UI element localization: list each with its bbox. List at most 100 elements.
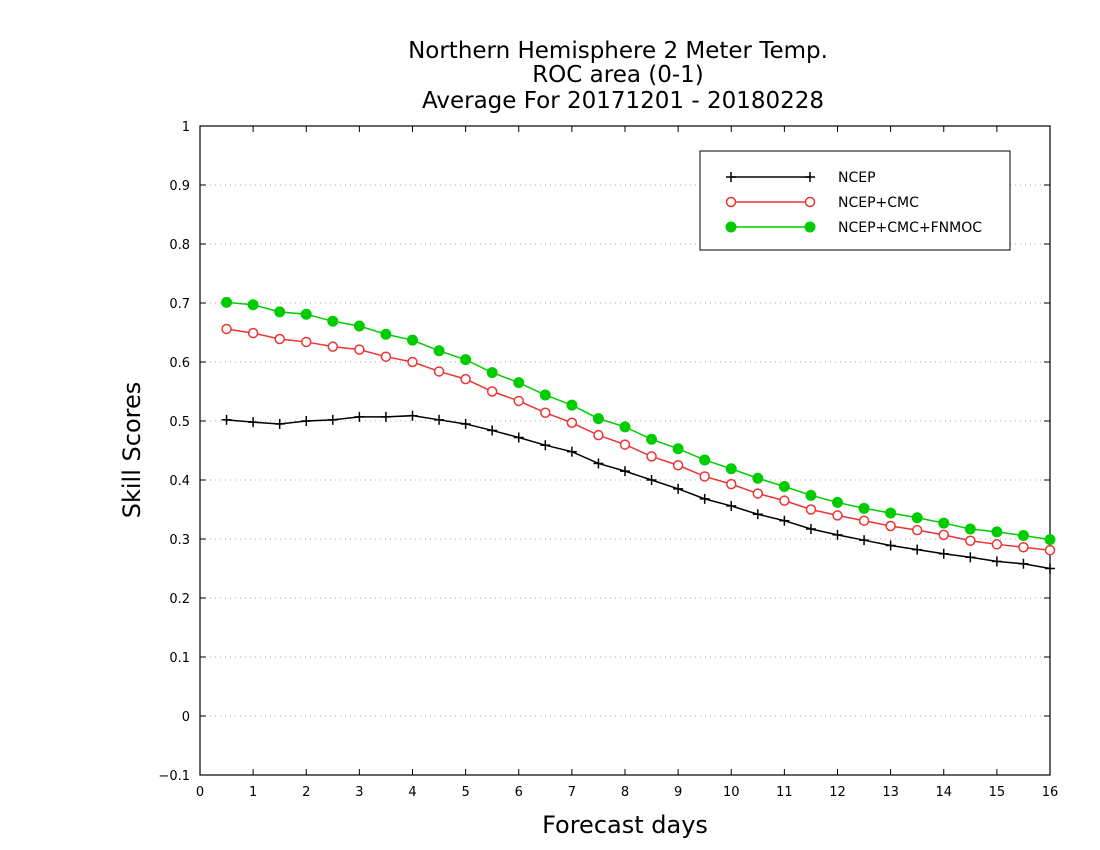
x-tick-label: 6 <box>515 785 523 800</box>
y-tick-label: 0.7 <box>169 297 190 312</box>
data-point-ncep <box>434 414 445 425</box>
data-point-ncep-cmc-fnmoc <box>486 367 498 379</box>
legend-label-ncep-cmc-fnmoc: NCEP+CMC+FNMOC <box>838 220 982 236</box>
data-point-ncep <box>912 544 923 555</box>
chart-title-line-2: ROC area (0-1) <box>532 62 704 88</box>
legend-marker-ncep <box>726 172 736 182</box>
data-point-ncep-cmc <box>540 407 551 418</box>
data-point-ncep-cmc <box>726 478 737 490</box>
gridlines <box>200 184 1050 717</box>
y-axis-label: Skill Scores <box>118 382 146 519</box>
data-point-ncep-cmc <box>672 460 684 471</box>
data-point-ncep-cmc <box>593 429 604 441</box>
data-point-ncep <box>460 418 471 429</box>
data-point-ncep-cmc <box>513 395 524 407</box>
data-point-ncep <box>566 446 577 457</box>
x-tick-label: 14 <box>935 785 952 800</box>
data-point-ncep-cmc-fnmoc <box>672 443 684 455</box>
y-tick-label: 0.6 <box>169 356 190 371</box>
data-point-ncep <box>248 417 259 428</box>
x-axis-label: Forecast days <box>542 811 708 839</box>
data-point-ncep-cmc-fnmoc <box>1017 529 1029 541</box>
series-line-ncep <box>226 414 1051 570</box>
legend-marker-ncep-cmc <box>725 196 737 208</box>
chart-title-line-3: Average For 20171201 - 20180228 <box>422 88 824 114</box>
y-tick-label: 0.1 <box>169 651 190 666</box>
data-point-ncep <box>354 411 365 422</box>
data-point-ncep <box>487 425 498 436</box>
data-point-ncep-cmc <box>965 535 976 547</box>
data-point-ncep-cmc <box>752 488 764 499</box>
data-point-ncep-cmc-fnmoc <box>539 389 551 401</box>
x-tick-label: 15 <box>989 785 1006 800</box>
data-point-ncep-cmc-fnmoc <box>274 306 286 318</box>
x-tick-label: 8 <box>621 785 629 800</box>
data-point-ncep-cmc-fnmoc <box>380 328 392 340</box>
data-point-ncep-cmc <box>433 366 445 377</box>
data-point-ncep-cmc-fnmoc <box>619 421 631 433</box>
data-point-ncep-cmc-fnmoc <box>699 454 711 466</box>
data-point-ncep-cmc <box>247 327 259 339</box>
legend: NCEP NCEP+CMC NCEP+CMC+FNMOC <box>699 150 1011 251</box>
data-point-ncep-cmc-fnmoc <box>353 320 365 332</box>
legend-box <box>699 150 1011 251</box>
chart-title: Northern Hemisphere 2 Meter Temp. ROC ar… <box>408 38 828 114</box>
x-tick-label: 13 <box>882 785 899 800</box>
data-point-ncep-cmc <box>805 504 817 515</box>
data-point-ncep-cmc-fnmoc <box>964 523 976 535</box>
x-tick-label: 2 <box>302 785 310 800</box>
data-point-ncep-cmc <box>619 439 631 450</box>
data-point-ncep-cmc-fnmoc <box>991 526 1003 538</box>
x-tick-label: 10 <box>723 785 740 800</box>
data-point-ncep-cmc-fnmoc <box>646 433 658 445</box>
data-point-ncep-cmc-fnmoc <box>566 399 578 411</box>
data-point-ncep-cmc <box>566 417 578 429</box>
y-tick-label: 1 <box>182 120 190 135</box>
data-point-ncep-cmc <box>327 341 339 352</box>
data-point-ncep-cmc-fnmoc <box>725 463 737 475</box>
data-point-ncep-cmc-fnmoc <box>1044 534 1056 546</box>
x-tick-label: 5 <box>461 785 469 800</box>
data-point-ncep-cmc <box>301 336 312 348</box>
data-point-ncep <box>752 509 763 520</box>
data-point-ncep <box>938 548 949 559</box>
series-lines <box>221 296 1056 574</box>
data-point-ncep <box>301 416 312 426</box>
x-tick-label: 16 <box>1042 785 1059 800</box>
data-point-ncep-cmc <box>832 510 843 521</box>
legend-marker-ncep-cmc <box>804 196 816 208</box>
y-tick-label: 0.8 <box>169 238 190 253</box>
data-point-ncep-cmc <box>1018 542 1029 553</box>
data-point-ncep <box>991 556 1002 567</box>
x-tick-label: 11 <box>776 785 793 800</box>
data-point-ncep-cmc-fnmoc <box>805 489 817 501</box>
data-point-ncep-cmc <box>486 386 498 397</box>
legend-marker-ncep <box>805 172 815 182</box>
data-point-ncep-cmc-fnmoc <box>460 354 472 366</box>
data-point-ncep <box>540 440 551 451</box>
y-tick-label: 0.9 <box>169 179 190 194</box>
x-tick-label: 7 <box>568 785 576 800</box>
data-point-ncep-cmc-fnmoc <box>247 299 259 311</box>
y-tick-label: 0.2 <box>169 592 190 607</box>
data-point-ncep <box>646 475 657 485</box>
data-point-ncep-cmc <box>991 539 1003 550</box>
chart-title-line-1: Northern Hemisphere 2 Meter Temp. <box>408 38 828 64</box>
data-point-ncep-cmc <box>221 323 232 335</box>
data-point-ncep <box>673 483 684 494</box>
data-point-ncep-cmc <box>779 495 790 506</box>
data-point-ncep-cmc-fnmoc <box>513 377 525 389</box>
data-point-ncep <box>779 515 790 526</box>
axis-ticks: −0.100.10.20.30.40.50.60.70.80.910 1 2 3 4 5 6… <box>158 120 1058 800</box>
data-point-ncep <box>513 432 524 443</box>
data-point-ncep-cmc-fnmoc <box>300 308 312 320</box>
data-point-ncep <box>620 466 630 477</box>
data-point-ncep-cmc-fnmoc <box>592 413 604 425</box>
data-point-ncep <box>885 540 896 551</box>
x-tick-label: 12 <box>829 785 846 800</box>
data-point-ncep <box>221 414 232 425</box>
y-tick-label: 0.4 <box>169 474 190 489</box>
data-point-ncep-cmc <box>646 451 657 462</box>
data-point-ncep <box>407 410 418 421</box>
data-point-ncep-cmc <box>885 520 896 532</box>
